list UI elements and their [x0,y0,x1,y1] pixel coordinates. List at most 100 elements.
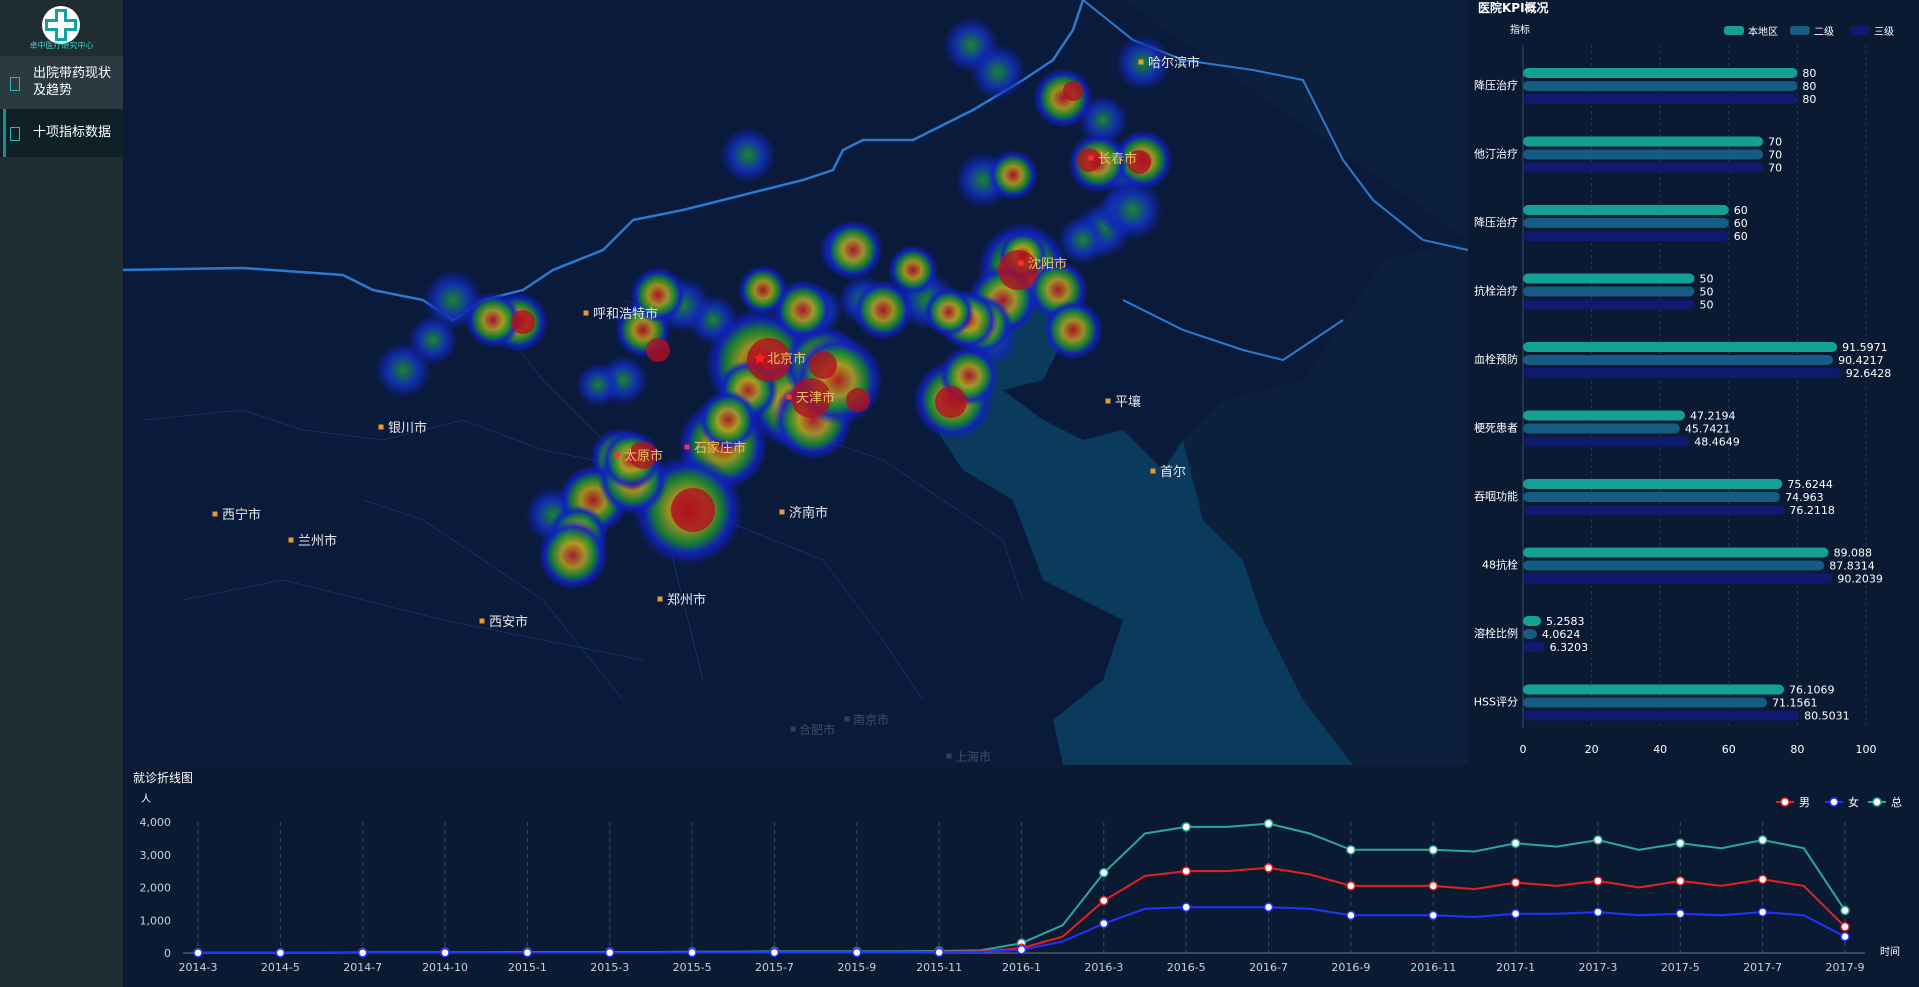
faded-city-2: 上海市 [946,749,991,764]
data-point [1263,902,1274,912]
heat-spot-cool [1058,215,1108,265]
legend-marker [1872,797,1882,807]
kpi-bar-二级 [1523,423,1680,434]
heat-spot-hot [924,287,974,337]
kpi-value-label: 74.963 [1785,491,1824,504]
kpi-bar-三级 [1523,505,1785,515]
sidebar-item-label: 十项指标数据 [33,125,112,140]
kpi-bar-二级 [1523,355,1834,365]
kpi-value-label: 47.2194 [1690,410,1736,423]
kpi-bar-本地区 [1523,205,1729,215]
sidebar-item-ten-indicators[interactable]: 十项指标数据 [0,109,123,157]
data-point [1428,881,1438,891]
kpi-bar-二级 [1523,560,1825,571]
heat-core [511,310,535,334]
city-marker-14: 平壤 [1105,394,1141,410]
visits-line-chart: 就诊折线图 人 时间 男 女 总 0 1,000 2,000 3,000 4,000 2014… [133,770,1902,974]
kpi-value-label: 70 [1768,149,1782,162]
kpi-value-label: 5.2583 [1546,615,1585,628]
city-label: 西宁市 [222,507,261,523]
data-point [1099,868,1109,878]
data-point [1840,922,1850,932]
data-point [1346,881,1356,891]
x-axis-name: 时间 [1880,945,1900,958]
line-legend-item[interactable]: 总 [1868,795,1902,809]
sidebar: 卓中医疗研究中心 出院带药现状及趋势 十项指标数据 [0,0,123,987]
line-legend-item[interactable]: 男 [1776,796,1810,809]
kpi-value-label: 70 [1768,136,1782,149]
y-tick-label: 4,000 [140,816,172,829]
heat-core [846,388,870,412]
city-dot [1138,59,1144,65]
hospital-cross-logo [42,6,80,44]
kpi-legend-item[interactable]: 三级 [1850,26,1894,38]
data-point [1181,902,1191,912]
sidebar-item-discharge-medication[interactable]: 出院带药现状及趋势 [0,56,123,109]
data-point [1346,845,1356,855]
data-point [1099,918,1109,929]
kpi-bars: 降压治疗808080他汀治疗707070降压治疗606060抗栓治疗505050… [1474,67,1892,723]
heat-spot-cool [720,127,776,183]
kpi-legend-item[interactable]: 二级 [1790,26,1834,38]
data-point [1840,931,1850,942]
kpi-category-label: 血栓预防 [1474,352,1518,366]
kpi-x-tick: 100 [1856,743,1877,756]
kpi-bar-二级 [1523,81,1798,91]
heat-core [747,338,791,382]
heat-core [791,378,831,418]
kpi-legend-item[interactable]: 本地区 [1724,25,1778,38]
heat-core [1063,81,1083,101]
data-point [769,947,780,958]
city-marker-12: 郑州市 [657,592,706,608]
kpi-bar-三级 [1523,162,1764,173]
kpi-legend[interactable]: 本地区 二级 三级 [1724,25,1894,38]
city-marker-2: 沈阳市 [1018,256,1067,272]
kpi-value-label: 92.6428 [1846,367,1892,380]
kpi-value-label: 75.6244 [1787,478,1833,491]
data-point [1263,863,1274,873]
kpi-value-label: 76.1069 [1789,684,1835,697]
data-point [1593,876,1603,886]
active-indicator [3,109,6,157]
city-label: 南京市 [853,712,889,727]
city-dot [614,452,620,458]
kpi-category-label: 吞咽功能 [1474,489,1518,503]
kpi-bar-本地区 [1523,273,1695,284]
kpi-value-label: 60 [1734,217,1748,230]
data-point [1675,908,1686,919]
data-point [1510,877,1521,888]
x-tick-label: 2014-3 [179,961,218,974]
heat-spot-hot [738,265,788,315]
city-label: 天津市 [796,390,835,406]
logo-caption: 卓中医疗研究中心 [29,41,94,50]
x-tick-label: 2014-5 [261,961,300,974]
data-point [522,947,533,958]
data-point [1510,838,1521,849]
kpi-bar-本地区 [1523,410,1685,421]
data-point [1840,905,1850,916]
kpi-category-label: 降压治疗 [1474,78,1518,92]
kpi-value-label: 50 [1700,286,1714,299]
kpi-value-label: 87.8314 [1829,560,1875,573]
x-tick-label: 2014-7 [343,961,382,974]
kpi-value-label: 80 [1802,80,1816,93]
kpi-category-label: HSS评分 [1474,696,1518,709]
x-tick-label: 2017-9 [1826,961,1865,974]
line-legend-item[interactable]: 女 [1825,795,1859,809]
kpi-bar-二级 [1523,218,1729,228]
city-dot [378,424,384,430]
heat-spot-hot [538,520,608,590]
legend-swatch [1850,26,1870,35]
city-label: 平壤 [1115,394,1141,410]
x-tick-label: 2015-11 [916,961,962,974]
x-tick-label: 2015-1 [508,961,547,974]
city-dot [1105,398,1111,404]
kpi-value-label: 45.7421 [1685,423,1731,436]
city-dot [1018,260,1024,266]
faded-city-1: 南京市 [844,712,889,727]
kpi-bar-二级 [1523,286,1695,297]
line-legend[interactable]: 男 女总 [1776,795,1902,809]
city-label: 长春市 [1098,151,1137,167]
kpi-bar-三级 [1523,642,1545,652]
